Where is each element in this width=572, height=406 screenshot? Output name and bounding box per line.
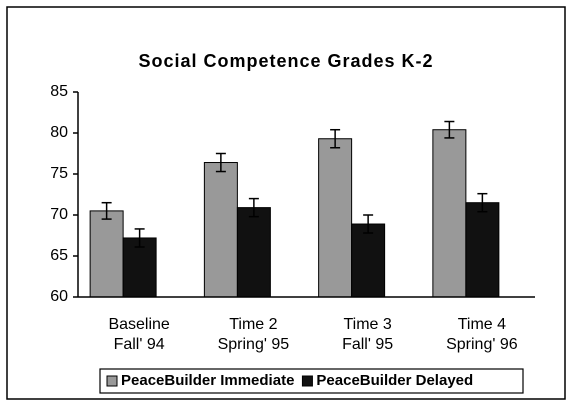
error-bar	[330, 128, 341, 149]
error-bar	[248, 197, 259, 218]
error-bar	[134, 228, 145, 248]
y-tick-label: 75	[50, 165, 68, 182]
x-tick-label: Time 2	[229, 316, 277, 333]
bar	[432, 129, 467, 298]
y-tick-label: 85	[50, 83, 68, 100]
y-tick-label: 80	[50, 124, 68, 141]
error-bar	[363, 214, 374, 234]
bar	[318, 138, 353, 298]
y-tick-label: 65	[50, 247, 68, 264]
y-tick-label: 60	[50, 288, 68, 305]
error-bar	[477, 192, 488, 213]
x-tick-label: Spring' 95	[218, 336, 290, 353]
legend-swatch	[301, 375, 313, 387]
legend-swatch	[106, 375, 118, 387]
chart-title: Social Competence Grades K-2	[138, 51, 433, 71]
x-tick-label: Time 4	[458, 316, 506, 333]
error-bar	[101, 201, 112, 220]
x-tick-label: Spring' 96	[446, 336, 518, 353]
bar	[351, 223, 386, 298]
x-tick-label: Fall' 94	[114, 336, 165, 353]
x-tick-label: Time 3	[343, 316, 391, 333]
x-tick-label: Fall' 95	[342, 336, 393, 353]
bar	[89, 210, 124, 298]
legend-label: PeaceBuilder Immediate	[121, 372, 294, 389]
x-tick-label: Baseline	[108, 316, 169, 333]
y-tick-label: 70	[50, 206, 68, 223]
bar	[236, 207, 271, 298]
bar	[203, 162, 238, 298]
error-bar	[444, 120, 455, 139]
legend-label: PeaceBuilder Delayed	[316, 372, 473, 389]
bar	[465, 202, 500, 298]
error-bar	[215, 152, 226, 173]
